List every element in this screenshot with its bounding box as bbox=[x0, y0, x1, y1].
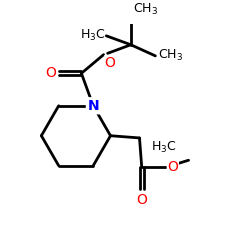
Text: CH$_3$: CH$_3$ bbox=[158, 48, 183, 64]
Text: O: O bbox=[45, 66, 56, 80]
Text: H$_3$C: H$_3$C bbox=[80, 28, 105, 44]
Text: N: N bbox=[88, 99, 99, 113]
Text: O: O bbox=[136, 192, 147, 206]
Text: O: O bbox=[167, 160, 178, 174]
Text: CH$_3$: CH$_3$ bbox=[133, 2, 158, 17]
Text: O: O bbox=[105, 56, 116, 70]
Text: H$_3$C: H$_3$C bbox=[151, 140, 177, 155]
